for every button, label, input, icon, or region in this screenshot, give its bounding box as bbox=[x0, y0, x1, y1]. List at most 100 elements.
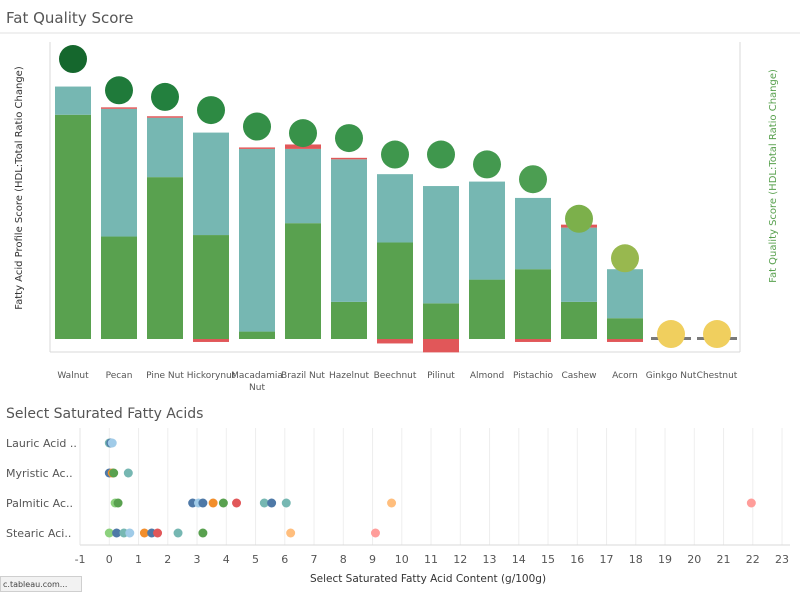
fat-quality-circles bbox=[59, 45, 731, 349]
scatter-x-axis-label: Select Saturated Fatty Acid Content (g/1… bbox=[310, 573, 546, 585]
scatter-point bbox=[173, 528, 183, 538]
bar-red-segment bbox=[101, 107, 137, 109]
bar-green-segment bbox=[561, 301, 597, 339]
scatter-point bbox=[123, 468, 133, 478]
bar-teal-segment bbox=[331, 159, 367, 302]
bar-red-segment bbox=[331, 157, 367, 160]
category-label: Macadamia bbox=[231, 371, 283, 381]
bar-teal-segment bbox=[607, 269, 643, 319]
category-label: Pecan bbox=[106, 371, 133, 381]
scatter-axes: -1 0 1 2 3 4 5 6 7 8 9 10 11 12 13 14 15 16 17 18 19 20 21 22 23… bbox=[6, 428, 790, 566]
scatter-point bbox=[109, 468, 119, 478]
category-label: Pilinut bbox=[427, 371, 455, 381]
x-tick-label: 3 bbox=[194, 553, 201, 566]
x-tick-label: 22 bbox=[746, 553, 760, 566]
x-tick-label: 16 bbox=[570, 553, 584, 566]
bar-teal-segment bbox=[193, 132, 229, 236]
fat-quality-circle bbox=[519, 165, 547, 194]
x-tick-label: 18 bbox=[629, 553, 643, 566]
x-tick-label: 4 bbox=[223, 553, 230, 566]
scatter-point bbox=[198, 498, 208, 508]
scatter-row-label: Palmitic Ac.. bbox=[6, 497, 73, 510]
fat-quality-circle bbox=[657, 320, 685, 349]
x-tick-label: 21 bbox=[717, 553, 731, 566]
category-label: Almond bbox=[470, 371, 504, 381]
fat-quality-circle bbox=[59, 45, 87, 74]
category-label: Pine Nut bbox=[146, 371, 184, 381]
bar-green-segment bbox=[55, 114, 91, 339]
bar-red-segment bbox=[377, 339, 413, 344]
x-tick-label: 7 bbox=[311, 553, 318, 566]
scatter-point bbox=[113, 498, 123, 508]
scatter-point bbox=[218, 498, 228, 508]
status-bar: c.tableau.com... bbox=[0, 576, 82, 592]
x-tick-label: -1 bbox=[75, 553, 86, 566]
y-axis-label-left: Fatty Acid Profile Score (HDL:Total Rati… bbox=[14, 66, 25, 310]
x-tick-label: 1 bbox=[135, 553, 142, 566]
x-tick-label: 15 bbox=[541, 553, 555, 566]
x-tick-label: 9 bbox=[369, 553, 376, 566]
x-tick-label: 12 bbox=[453, 553, 467, 566]
scatter-point bbox=[104, 528, 114, 538]
bar-teal-segment bbox=[147, 117, 183, 178]
category-label: Hazelnut bbox=[329, 371, 369, 381]
category-label: Acorn bbox=[612, 371, 638, 381]
scatter-point bbox=[198, 528, 208, 538]
bar-red-segment bbox=[193, 339, 229, 342]
scatter-point bbox=[232, 498, 242, 508]
fat-quality-circle bbox=[703, 320, 731, 349]
x-tick-label: 20 bbox=[687, 553, 701, 566]
bar-teal-segment bbox=[377, 174, 413, 243]
scatter-point bbox=[267, 498, 277, 508]
category-label: Nut bbox=[249, 383, 265, 393]
bar-green-segment bbox=[423, 303, 459, 339]
bar-teal-segment bbox=[55, 86, 91, 115]
fat-quality-circle bbox=[565, 204, 593, 233]
x-tick-label: 0 bbox=[106, 553, 113, 566]
category-label: Walnut bbox=[57, 371, 89, 381]
fat-quality-circle bbox=[197, 96, 225, 125]
bar-teal-segment bbox=[561, 227, 597, 302]
bar-red-segment bbox=[147, 116, 183, 118]
scatter-point bbox=[125, 528, 135, 538]
x-tick-label: 19 bbox=[658, 553, 672, 566]
scatter-point bbox=[281, 498, 291, 508]
scatter-point bbox=[139, 528, 149, 538]
category-label: Ginkgo Nut bbox=[646, 371, 697, 381]
scatter-row-label: Myristic Ac.. bbox=[6, 467, 73, 480]
bar-teal-segment bbox=[239, 148, 275, 332]
category-label: Cashew bbox=[561, 371, 596, 381]
x-tick-label: 23 bbox=[775, 553, 789, 566]
fat-quality-circle bbox=[151, 82, 179, 111]
x-tick-label: 2 bbox=[164, 553, 171, 566]
bar-green-segment bbox=[147, 177, 183, 339]
fat-quality-circle bbox=[381, 140, 409, 169]
x-tick-label: 17 bbox=[600, 553, 614, 566]
scatter-row-label: Stearic Aci.. bbox=[6, 527, 71, 540]
bar-red-segment bbox=[239, 147, 275, 149]
scatter-point bbox=[387, 498, 397, 508]
x-tick-label: 6 bbox=[281, 553, 288, 566]
bar-teal-segment bbox=[469, 181, 505, 280]
bar-green-segment bbox=[377, 242, 413, 339]
x-tick-label: 14 bbox=[512, 553, 526, 566]
fat-quality-circle bbox=[611, 244, 639, 273]
bar-green-segment bbox=[515, 269, 551, 339]
scatter-point bbox=[259, 498, 269, 508]
scatter-point bbox=[286, 528, 296, 538]
bar-green-segment bbox=[193, 235, 229, 339]
scatter-points bbox=[104, 438, 756, 538]
bar-teal-segment bbox=[285, 148, 321, 224]
fat-quality-circle bbox=[105, 76, 133, 105]
fat-quality-circle bbox=[243, 112, 271, 141]
category-label: Hickorynut bbox=[187, 371, 236, 381]
fat-quality-circle bbox=[427, 140, 455, 169]
bar-red-segment bbox=[423, 339, 459, 353]
scatter-point bbox=[746, 498, 756, 508]
bar-chart-bars bbox=[55, 86, 737, 353]
category-label: Brazil Nut bbox=[281, 371, 325, 381]
bar-green-segment bbox=[239, 331, 275, 339]
scatter-point bbox=[370, 528, 380, 538]
x-tick-label: 10 bbox=[395, 553, 409, 566]
bar-red-segment bbox=[607, 339, 643, 342]
